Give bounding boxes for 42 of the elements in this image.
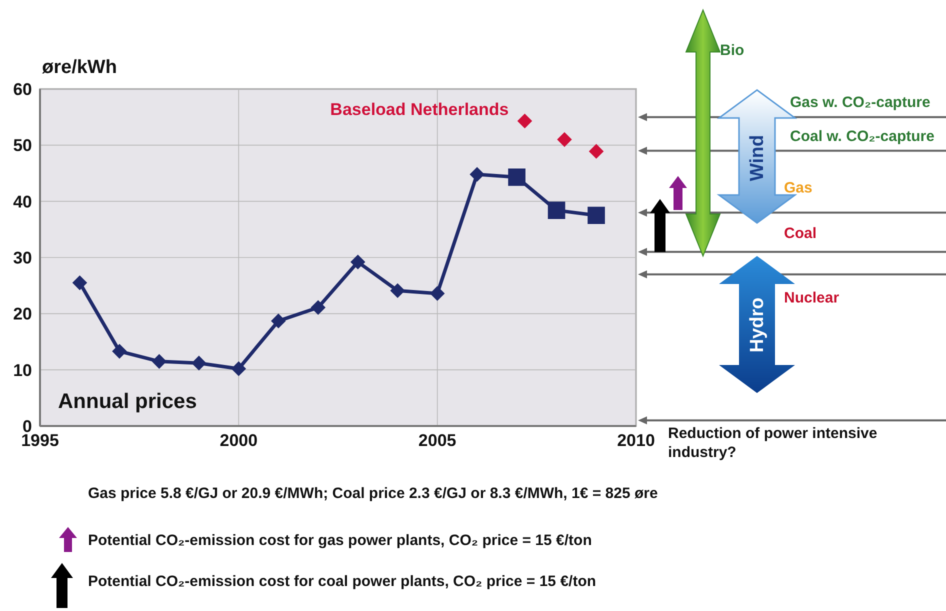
x-tick-label: 2005	[418, 431, 456, 450]
text: Hydro	[747, 298, 768, 352]
y-tick-label: 10	[13, 360, 32, 380]
text: Gas price 5.8 €/GJ or 20.9 €/MWh; Coal price 2.3 €/GJ or 8.3 €/MWh, 1€ = 825 øre	[88, 485, 658, 502]
point	[270, 314, 286, 328]
ref-line-label: Reduction of power intensive industry?	[668, 424, 878, 462]
point	[152, 354, 167, 369]
text: Wind	[747, 134, 768, 182]
y-tick-label: 30	[13, 248, 32, 268]
point	[517, 114, 532, 128]
text: Potential CO₂-emission cost for gas power plants, CO₂ price = 15 €/ton	[88, 532, 592, 549]
y-tick-label: 50	[13, 136, 32, 156]
ref-line-label: Coal	[784, 224, 817, 242]
ref-line-label: Coal w. CO₂-capture	[790, 128, 934, 145]
y-tick-label: 60	[13, 80, 32, 99]
ref-line-label: Gas w. CO₂-capture	[790, 94, 930, 112]
point	[588, 206, 605, 224]
y-axis-title: øre/kWh	[42, 57, 117, 78]
point	[390, 283, 406, 298]
series-label: Baseload Netherlands	[330, 100, 509, 120]
point	[548, 202, 566, 219]
x-tick-label: 2000	[220, 431, 258, 450]
point	[588, 144, 604, 159]
x-tick-label: 1995	[21, 431, 59, 450]
point	[508, 168, 526, 186]
series-label: Annual prices	[58, 390, 197, 413]
ref-line-label: Nuclear	[784, 289, 840, 306]
point	[470, 166, 484, 182]
point	[112, 344, 127, 359]
point	[557, 132, 572, 147]
point	[310, 300, 326, 315]
ref-line-label: Gas	[784, 180, 812, 197]
text: Potential CO₂-emission cost for coal power plants, CO₂ price = 15 €/ton	[88, 573, 596, 590]
point	[231, 361, 246, 376]
point	[192, 356, 206, 371]
y-tick-label: 20	[13, 304, 32, 324]
text: Bio	[720, 42, 744, 59]
point	[72, 275, 88, 290]
point	[430, 286, 445, 301]
point	[350, 254, 366, 270]
y-tick-label: 40	[13, 192, 32, 212]
x-tick-label: 2010	[617, 431, 655, 450]
